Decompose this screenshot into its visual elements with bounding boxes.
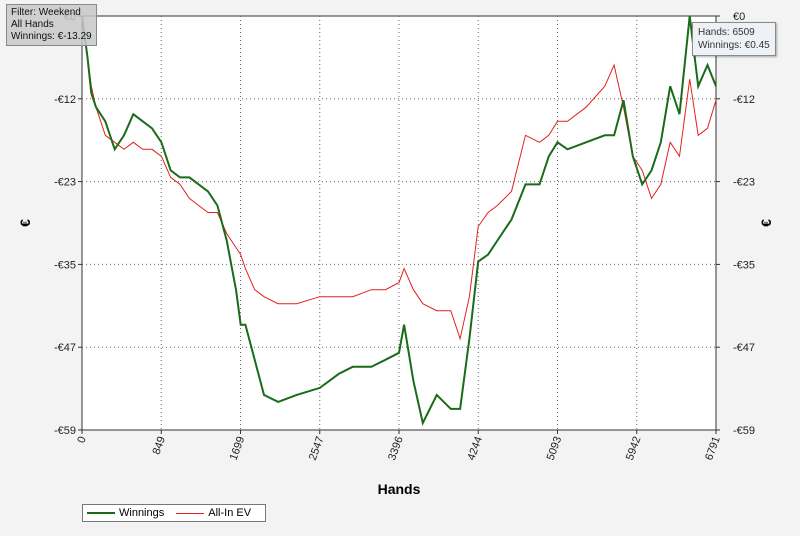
y-tick-label-right: -€23	[733, 177, 755, 189]
legend-swatch-winnings	[87, 512, 115, 514]
legend-label-all-in-ev: All-In EV	[208, 507, 252, 519]
legend-item-winnings: Winnings	[87, 507, 164, 519]
legend-swatch-all-in-ev	[176, 512, 205, 514]
x-axis-title: Hands	[378, 481, 421, 497]
x-tick-label: 4244	[465, 435, 485, 462]
y-tick-label-left: -€12	[54, 94, 76, 106]
y-tick-label-left: -€35	[54, 259, 76, 271]
filter-summary-box: Filter: Weekend All Hands Winnings: €-13…	[6, 4, 97, 46]
x-tick-label: 6791	[703, 435, 723, 462]
y-axis-title-left: €	[17, 219, 33, 227]
tooltip-hands: Hands: 6509	[698, 27, 755, 38]
y-tick-label-right: -€59	[733, 425, 755, 437]
x-tick-label: 3396	[386, 435, 406, 462]
y-tick-label-right: -€12	[733, 94, 755, 106]
legend-label-winnings: Winnings	[119, 507, 165, 519]
x-tick-label: 5093	[545, 435, 565, 462]
x-tick-label: 2547	[307, 435, 327, 462]
y-tick-label-left: -€47	[54, 342, 76, 354]
legend-item-all-in-ev: All-In EV	[176, 507, 251, 519]
y-axis-right: €0 -€12 -€23 -€35 -€47 -€59	[716, 11, 755, 437]
x-tick-label: 5942	[624, 435, 644, 462]
y-tick-label-left: -€59	[54, 425, 76, 437]
hover-tooltip: Hands: 6509 Winnings: €0.45	[692, 22, 776, 56]
x-tick-label: 1699	[228, 435, 248, 462]
x-axis: 0 849 1699 2547 3396 4244 5093 5942 6791	[75, 430, 723, 462]
y-axis-title-right: €	[758, 219, 774, 227]
y-tick-label-left: -€23	[54, 177, 76, 189]
series-line-winnings	[81, 15, 717, 426]
series-line-all-in-ev	[81, 15, 717, 341]
tooltip-winnings: Winnings: €0.45	[698, 40, 770, 51]
y-tick-label-right: -€35	[733, 259, 755, 271]
grid-lines	[82, 16, 716, 430]
y-tick-label-right: €0	[733, 11, 745, 23]
filter-label: Filter: Weekend	[11, 7, 81, 18]
legend: Winnings All-In EV	[82, 504, 266, 522]
y-tick-label-right: -€47	[733, 342, 755, 354]
x-tick-label: 849	[151, 435, 169, 456]
y-axis-left: €0-€12-€23-€35-€47-€59	[54, 11, 82, 437]
hands-filter-label: All Hands	[11, 19, 54, 30]
plot-area	[81, 15, 717, 431]
total-winnings-label: Winnings: €-13.29	[11, 31, 92, 42]
x-tick-label: 0	[75, 435, 88, 445]
